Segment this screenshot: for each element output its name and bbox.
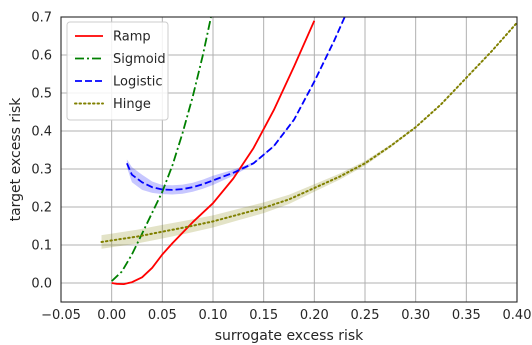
x-tick-labels: −0.05 0.00 0.05 0.10 0.15 0.20 0.25 0.30 0.35 0.4… xyxy=(41,308,531,323)
legend-logistic-label: Logistic xyxy=(113,75,162,90)
y-tick-labels: 0.0 0.1 0.2 0.3 0.4 0.5 0.6 0.7 xyxy=(31,11,52,292)
x-tick-label: 0.00 xyxy=(97,308,126,323)
x-axis-label: surrogate excess risk xyxy=(215,328,364,344)
y-tick-label: 0.3 xyxy=(31,163,52,178)
x-tick-label: 0.15 xyxy=(249,308,278,323)
legend: Ramp Sigmoid Logistic Hinge xyxy=(66,21,169,121)
x-tick-label: −0.05 xyxy=(41,308,81,323)
y-tick-label: 0.6 xyxy=(31,49,52,64)
x-tick-label: 0.10 xyxy=(199,308,228,323)
y-tick-label: 0.5 xyxy=(31,87,52,102)
y-tick-label: 0.4 xyxy=(31,125,52,140)
legend-ramp-label: Ramp xyxy=(113,30,151,45)
x-tick-label: 0.05 xyxy=(148,308,177,323)
x-tick-label: 0.25 xyxy=(351,308,380,323)
hinge-line xyxy=(100,21,517,243)
plot-frame xyxy=(60,16,518,303)
legend-hinge-label: Hinge xyxy=(113,97,151,112)
y-tick-label: 0.1 xyxy=(31,239,52,254)
x-tick-label: 0.20 xyxy=(300,308,329,323)
y-axis-label: target excess risk xyxy=(8,97,24,222)
x-tick-label: 0.30 xyxy=(401,308,430,323)
x-tick-label: 0.35 xyxy=(452,308,481,323)
y-tick-label: 0.2 xyxy=(31,201,52,216)
logistic-line xyxy=(126,17,346,191)
ramp-line xyxy=(111,20,316,286)
legend-sigmoid-label: Sigmoid xyxy=(113,52,166,67)
legend-box xyxy=(66,21,169,121)
y-tick-label: 0.7 xyxy=(31,11,52,26)
series-lines xyxy=(100,17,517,286)
x-tick-label: 0.40 xyxy=(503,308,532,323)
sigmoid-line xyxy=(111,17,212,282)
y-tick-label: 0.0 xyxy=(31,277,52,292)
